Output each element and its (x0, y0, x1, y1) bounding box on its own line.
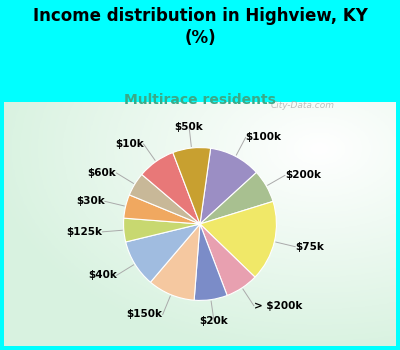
Wedge shape (126, 224, 200, 282)
Text: $200k: $200k (285, 170, 321, 180)
Text: $30k: $30k (76, 196, 105, 206)
Text: $50k: $50k (175, 122, 204, 132)
Text: $75k: $75k (295, 241, 324, 252)
Text: Income distribution in Highview, KY
(%): Income distribution in Highview, KY (%) (32, 7, 368, 47)
Text: $60k: $60k (88, 168, 116, 178)
Wedge shape (150, 224, 200, 300)
Text: $125k: $125k (66, 227, 102, 237)
Text: $100k: $100k (246, 132, 282, 142)
Wedge shape (200, 173, 273, 224)
Text: City-Data.com: City-Data.com (270, 102, 334, 111)
Wedge shape (142, 153, 200, 224)
Wedge shape (124, 218, 200, 242)
Wedge shape (173, 148, 211, 224)
Text: $10k: $10k (115, 139, 144, 149)
Text: $150k: $150k (127, 309, 163, 320)
Text: $40k: $40k (88, 270, 117, 280)
Wedge shape (200, 148, 256, 224)
Text: > $200k: > $200k (254, 301, 302, 311)
Wedge shape (200, 224, 255, 295)
Text: Multirace residents: Multirace residents (124, 93, 276, 107)
Wedge shape (200, 201, 276, 277)
Text: $20k: $20k (200, 316, 228, 326)
Wedge shape (124, 195, 200, 224)
Wedge shape (129, 174, 200, 224)
Wedge shape (194, 224, 227, 300)
